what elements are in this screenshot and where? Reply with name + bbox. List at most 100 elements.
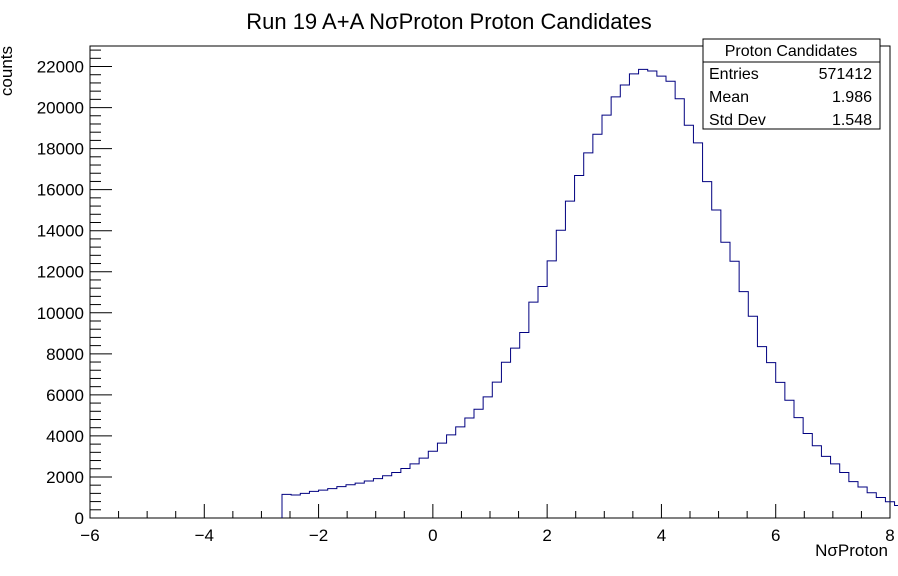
histogram-bin	[785, 400, 794, 518]
histogram-bin	[501, 362, 510, 518]
histogram-outline	[281, 68, 898, 518]
stats-box-frame	[702, 38, 881, 130]
x-tick-label: −6	[80, 526, 99, 545]
histogram-bin	[611, 97, 620, 518]
y-tick-label: 16000	[37, 181, 84, 200]
histogram-bin	[319, 490, 328, 518]
stats-box-title: Proton Candidates	[725, 43, 858, 60]
histogram-bin	[355, 483, 364, 518]
histogram-bin	[520, 332, 529, 518]
x-axis-label: NσProton	[815, 541, 888, 560]
y-axis-label: counts	[0, 46, 16, 96]
histogram-bin	[547, 261, 556, 518]
x-tick-label: 6	[771, 526, 780, 545]
y-tick-label: 8000	[46, 345, 84, 364]
histogram-bin	[748, 316, 757, 518]
histogram-bin	[757, 347, 766, 518]
histogram-bin	[593, 134, 602, 518]
histogram-bin	[364, 481, 373, 518]
histogram-bin	[831, 464, 840, 518]
stats-stddev-value: 1.548	[832, 112, 872, 129]
histogram-bin	[712, 210, 721, 518]
stats-entries-value: 571412	[819, 66, 872, 83]
histogram-bin	[300, 493, 309, 518]
histogram-bin	[419, 458, 428, 518]
histogram-bin	[812, 446, 821, 518]
x-tick-label: −2	[309, 526, 328, 545]
histogram-bin	[556, 230, 565, 518]
y-tick-label: 2000	[46, 468, 84, 487]
histogram-bin	[666, 81, 675, 518]
histogram-bin	[648, 71, 657, 518]
histogram-bin	[657, 76, 666, 518]
histogram-bin	[337, 487, 346, 518]
histogram-bin	[803, 433, 812, 518]
histogram-bin	[776, 382, 785, 518]
histogram-series	[281, 68, 898, 518]
histogram-bin	[602, 115, 611, 518]
histogram-bin	[383, 476, 392, 518]
histogram-bin	[529, 302, 538, 518]
histogram-bin	[629, 74, 638, 518]
histogram-bin	[730, 261, 739, 518]
histogram-bin	[867, 493, 876, 518]
x-tick-label: 4	[657, 526, 666, 545]
stats-stddev-label: Std Dev	[709, 112, 766, 129]
x-tick-label: 8	[885, 526, 894, 545]
histogram-bin	[794, 418, 803, 518]
y-tick-label: 18000	[37, 140, 84, 159]
histogram-bin	[821, 456, 830, 518]
stats-box: Proton Candidates Entries 571412 Mean 1.…	[702, 38, 881, 130]
y-tick-label: 22000	[37, 58, 84, 77]
histogram-bin	[437, 443, 446, 518]
histogram-bin	[876, 497, 885, 518]
stats-mean-value: 1.986	[832, 89, 872, 106]
histogram-bin	[703, 182, 712, 518]
histogram-bin	[474, 409, 483, 518]
histogram-bin	[447, 435, 456, 518]
histogram-bin	[565, 201, 574, 518]
stats-mean-label: Mean	[709, 89, 749, 106]
histogram-bin	[291, 495, 300, 518]
histogram-bin	[538, 287, 547, 518]
y-tick-label: 4000	[46, 427, 84, 446]
x-tick-label: 2	[542, 526, 551, 545]
histogram-bin	[639, 69, 648, 518]
histogram-bin	[849, 482, 858, 518]
y-tick-label: 10000	[37, 304, 84, 323]
histogram-bin	[373, 479, 382, 518]
x-tick-label: −4	[195, 526, 214, 545]
x-axis-ticks: −6 −4 −2 0 2 4 6 8	[80, 504, 895, 545]
histogram-bin	[693, 143, 702, 518]
histogram-bin	[840, 472, 849, 518]
histogram-bin	[492, 382, 501, 518]
histogram-bin	[392, 472, 401, 518]
y-axis-ticks: 0 2000 4000 6000 8000 10000 12000 14000 16000 180…	[37, 49, 112, 528]
histogram-bin	[511, 348, 520, 518]
histogram-bin	[675, 99, 684, 518]
chart-title: Run 19 A+A NσProton Proton Candidates	[246, 9, 652, 34]
y-tick-label: 20000	[37, 99, 84, 118]
histogram-bin	[410, 464, 419, 518]
histogram-bin	[684, 125, 693, 518]
y-tick-label: 12000	[37, 263, 84, 282]
stats-entries-label: Entries	[709, 66, 759, 83]
histogram-bin	[858, 487, 867, 518]
histogram-bin	[483, 397, 492, 518]
histogram-bin	[401, 469, 410, 518]
histogram-bin	[584, 153, 593, 518]
histogram-bin	[620, 85, 629, 518]
histogram-bin	[309, 491, 318, 518]
y-tick-label: 6000	[46, 386, 84, 405]
histogram-bin	[895, 505, 898, 518]
histogram-bin	[575, 175, 584, 518]
histogram-bin	[721, 242, 730, 518]
y-tick-label: 0	[75, 509, 84, 528]
histogram-bin	[465, 418, 474, 518]
histogram-bin	[456, 427, 465, 518]
histogram-bin	[328, 489, 337, 518]
histogram-bin	[739, 292, 748, 518]
histogram-bin	[767, 363, 776, 518]
y-tick-label: 14000	[37, 222, 84, 241]
